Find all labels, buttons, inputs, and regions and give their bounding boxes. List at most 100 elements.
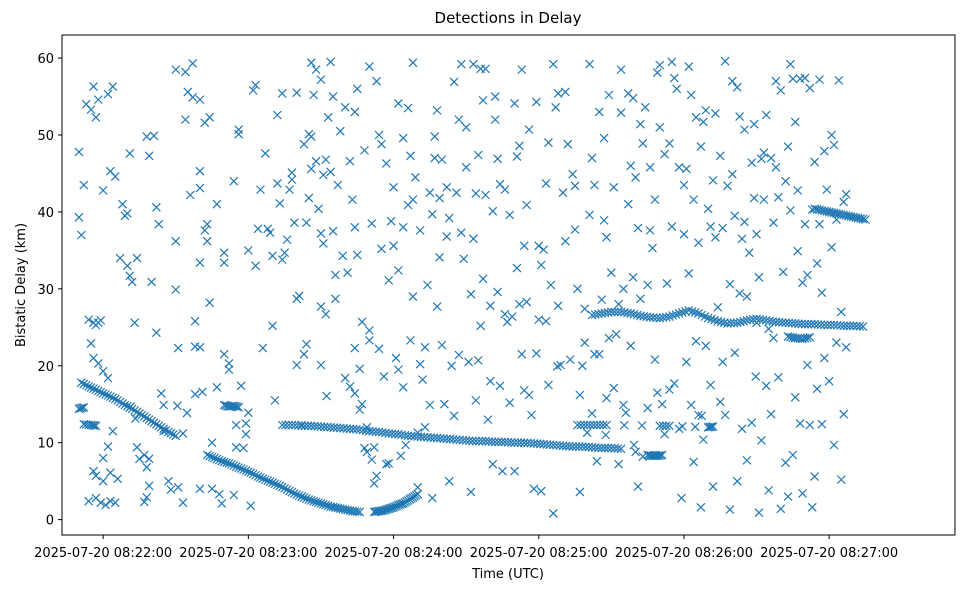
track-detection-marker <box>321 500 331 510</box>
detection-marker <box>635 294 645 304</box>
detection-marker <box>836 307 846 317</box>
track-detection-marker <box>805 332 815 342</box>
detection-marker <box>544 138 553 148</box>
detection-marker <box>299 349 309 359</box>
detection-marker <box>248 85 258 95</box>
track-detection-marker <box>706 422 716 432</box>
detection-marker <box>381 159 391 168</box>
detection-marker <box>91 112 101 122</box>
detection-marker <box>631 172 640 182</box>
detection-marker <box>740 125 749 135</box>
detection-marker <box>616 108 626 118</box>
track-detection-marker <box>217 456 227 466</box>
track-detection-marker <box>592 420 602 430</box>
detection-marker <box>783 142 793 151</box>
detection-marker <box>466 487 476 497</box>
track-detection-marker <box>598 420 608 430</box>
detection-marker <box>338 251 348 261</box>
detection-marker <box>74 147 84 157</box>
detection-marker <box>139 450 149 460</box>
detection-marker <box>318 170 328 180</box>
track-detection-marker <box>687 306 697 316</box>
detection-marker <box>819 353 829 363</box>
detection-marker <box>691 112 701 122</box>
track-detection-marker <box>382 504 392 514</box>
track-detection-marker <box>602 420 611 430</box>
track-detection-marker <box>214 455 224 465</box>
track-detection-marker <box>81 380 91 390</box>
detection-marker <box>328 226 338 236</box>
track-detection-marker <box>302 494 311 504</box>
x-axis-label: Time (UTC) <box>471 567 544 582</box>
detection-marker <box>144 454 154 464</box>
track-detection-marker <box>263 476 273 486</box>
detection-marker <box>212 199 222 209</box>
detection-marker <box>473 150 483 160</box>
detection-marker <box>781 176 791 186</box>
track-detection-marker <box>76 378 86 388</box>
detection-marker <box>231 420 241 430</box>
detection-marker <box>706 380 715 390</box>
track-detection-marker <box>275 481 285 491</box>
track-detection-marker <box>322 391 332 401</box>
detection-marker <box>454 350 464 360</box>
detection-marker <box>350 343 360 353</box>
detection-marker <box>556 360 565 370</box>
track-detection-marker <box>122 401 132 411</box>
detection-marker <box>694 238 703 248</box>
detection-marker <box>643 403 653 413</box>
detection-marker <box>425 188 435 198</box>
track-detection-marker <box>597 443 607 453</box>
track-detection-marker <box>253 472 263 481</box>
detection-marker <box>444 476 454 486</box>
detection-marker <box>541 316 551 326</box>
track-detection-marker <box>474 436 484 446</box>
detection-marker <box>667 222 677 231</box>
detection-marker <box>645 225 655 235</box>
detection-marker <box>427 209 437 219</box>
detection-marker <box>476 321 486 331</box>
detection-marker <box>272 110 282 120</box>
track-detection-marker <box>86 383 96 392</box>
detection-marker <box>350 222 360 232</box>
detection-marker <box>272 179 282 188</box>
detection-marker <box>500 309 510 319</box>
track-detection-marker <box>710 315 720 325</box>
track-detection-marker <box>674 309 684 318</box>
track-detection-marker <box>861 215 870 225</box>
detection-marker <box>345 382 355 391</box>
track-detection-marker <box>115 397 125 407</box>
track-detection-marker <box>677 308 687 317</box>
track-detection-marker <box>135 409 144 418</box>
track-detection-marker <box>205 451 215 461</box>
track-detection-marker <box>797 319 807 329</box>
detection-marker <box>805 83 815 93</box>
detection-marker <box>178 429 188 438</box>
detection-marker <box>326 57 336 67</box>
track-detection-marker <box>506 438 516 447</box>
track-detection-marker <box>661 421 671 431</box>
track-detection-marker <box>130 414 140 424</box>
detection-marker <box>159 400 169 410</box>
detection-marker <box>795 419 805 428</box>
detection-marker <box>737 424 747 434</box>
detection-marker <box>280 248 290 258</box>
detection-marker <box>386 216 396 226</box>
track-detection-marker <box>246 468 256 478</box>
detection-marker <box>454 115 464 125</box>
detection-marker <box>306 58 316 68</box>
track-detection-marker <box>231 401 240 411</box>
detection-marker <box>594 107 604 117</box>
detection-marker <box>754 508 764 518</box>
track-detection-marker <box>471 436 481 446</box>
detection-marker <box>180 115 190 125</box>
detection-marker <box>510 466 519 476</box>
detection-marker <box>473 355 483 365</box>
detection-marker <box>125 271 135 281</box>
detection-marker <box>377 139 386 149</box>
detection-marker <box>749 119 759 129</box>
detection-marker <box>827 242 837 252</box>
detection-marker <box>139 497 149 507</box>
detection-marker <box>587 153 597 163</box>
detection-marker <box>732 82 742 92</box>
